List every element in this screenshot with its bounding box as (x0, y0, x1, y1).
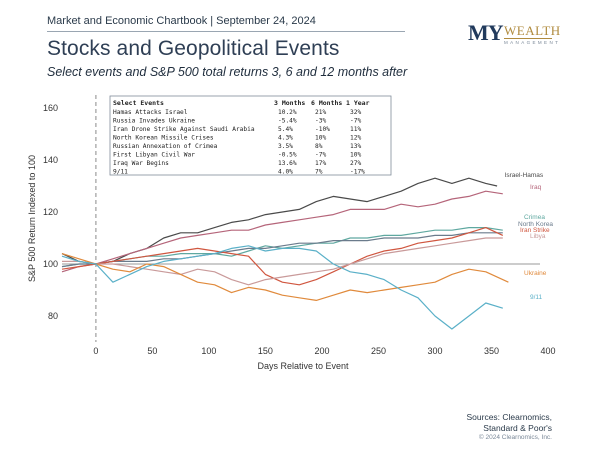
x-tick-label: 400 (540, 346, 555, 356)
table-cell: -17% (350, 169, 365, 176)
series-end-label: North Korea (518, 221, 553, 228)
logo-rule (504, 38, 552, 39)
table-cell: 13.6% (278, 160, 297, 167)
x-tick-label: 100 (201, 346, 216, 356)
table-cell: 12% (350, 135, 361, 142)
table-cell: 10.2% (278, 109, 297, 116)
series-line (61, 227, 504, 286)
x-tick-label: 200 (314, 346, 329, 356)
header-divider (47, 31, 405, 32)
series-line (61, 253, 509, 301)
table-cell: 4.3% (278, 135, 293, 142)
table-cell: 4.0% (278, 169, 293, 176)
returns-table (109, 95, 392, 176)
sources-line-2: Standard & Poor's (483, 423, 552, 433)
table-cell: 10% (315, 135, 326, 142)
table-cell: 8% (315, 143, 323, 150)
table-cell: -5.4% (278, 118, 297, 125)
table-cell: Hamas Attacks Israel (113, 109, 188, 116)
sources-line-1: Sources: Clearnomics, (466, 412, 552, 422)
logo-text-my: MY (468, 20, 504, 45)
series-end-label: Ukraine (524, 270, 547, 277)
x-tick-label: 300 (427, 346, 442, 356)
table-cell: 10% (350, 152, 361, 159)
table-cell: 32% (350, 109, 361, 116)
series-end-label: Israel-Hamas (505, 172, 544, 179)
series-line (62, 237, 503, 286)
company-logo: MY WEALTH MANAGEMENT (468, 20, 578, 50)
table-header-cell: 1 Year (346, 99, 370, 107)
x-tick-label: 0 (93, 346, 98, 356)
table-header-cell: 6 Months (311, 99, 342, 107)
x-axis-label: Days Relative to Event (257, 361, 349, 371)
table-cell: 27% (350, 160, 361, 167)
copyright-note: © 2024 Clearnomics, Inc. (478, 434, 552, 441)
table-cell: 11% (350, 126, 361, 133)
table-cell: Iran Drone Strike Against Saudi Arabia (113, 126, 255, 133)
table-header-cell: 3 Months (274, 99, 305, 107)
table-cell: 21% (315, 109, 326, 116)
table-cell: 7% (315, 169, 323, 176)
y-tick-label: 100 (43, 259, 58, 269)
chartbook-header: Market and Economic Chartbook | Septembe… (47, 15, 316, 27)
table-cell: -7% (315, 152, 326, 159)
series-line (61, 177, 498, 265)
series-line (61, 232, 503, 268)
y-tick-label: 120 (43, 207, 58, 217)
series-line (61, 190, 503, 273)
x-tick-label: 250 (371, 346, 386, 356)
series-end-label: Crimea (524, 214, 545, 221)
table-cell: -3% (315, 118, 326, 125)
y-tick-label: 160 (43, 103, 58, 113)
table-cell: First Libyan Civil War (113, 152, 195, 159)
series-line (61, 227, 503, 268)
table-cell: 9/11 (113, 169, 128, 176)
sources-note: Sources: Clearnomics, Standard & Poor's (466, 412, 552, 434)
table-cell: Russian Annexation of Crimea (113, 143, 218, 150)
table-cell: -0.5% (278, 152, 297, 159)
table-cell: 17% (315, 160, 326, 167)
page-title: Stocks and Geopolitical Events (47, 37, 340, 60)
table-header-cell: Select Events (113, 99, 164, 107)
table-cell: -10% (315, 126, 330, 133)
x-tick-label: 50 (147, 346, 157, 356)
logo-text-wealth: WEALTH (504, 23, 561, 38)
x-tick-label: 350 (484, 346, 499, 356)
y-axis-label: S&P 500 Return Indexed to 100 (27, 155, 37, 282)
y-tick-label: 80 (48, 311, 58, 321)
x-tick-label: 150 (258, 346, 273, 356)
logo-text-management: MANAGEMENT (504, 40, 561, 45)
y-tick-label: 140 (43, 155, 58, 165)
table-cell: North Korean Missile Crises (113, 135, 214, 142)
series-end-label: Libya (530, 233, 546, 240)
table-cell: Iraq War Begins (113, 160, 169, 167)
series-end-label: 9/11 (530, 294, 543, 301)
table-cell: -7% (350, 118, 361, 125)
series-end-label: Iran Strike (520, 227, 550, 234)
page-subtitle: Select events and S&P 500 total returns … (47, 65, 408, 79)
series-line (61, 245, 503, 330)
series-end-label: Iraq (530, 184, 542, 191)
table-cell: 3.5% (278, 143, 293, 150)
table-cell: 13% (350, 143, 361, 150)
table-cell: Russia Invades Ukraine (113, 118, 195, 125)
table-cell: 5.4% (278, 126, 293, 133)
